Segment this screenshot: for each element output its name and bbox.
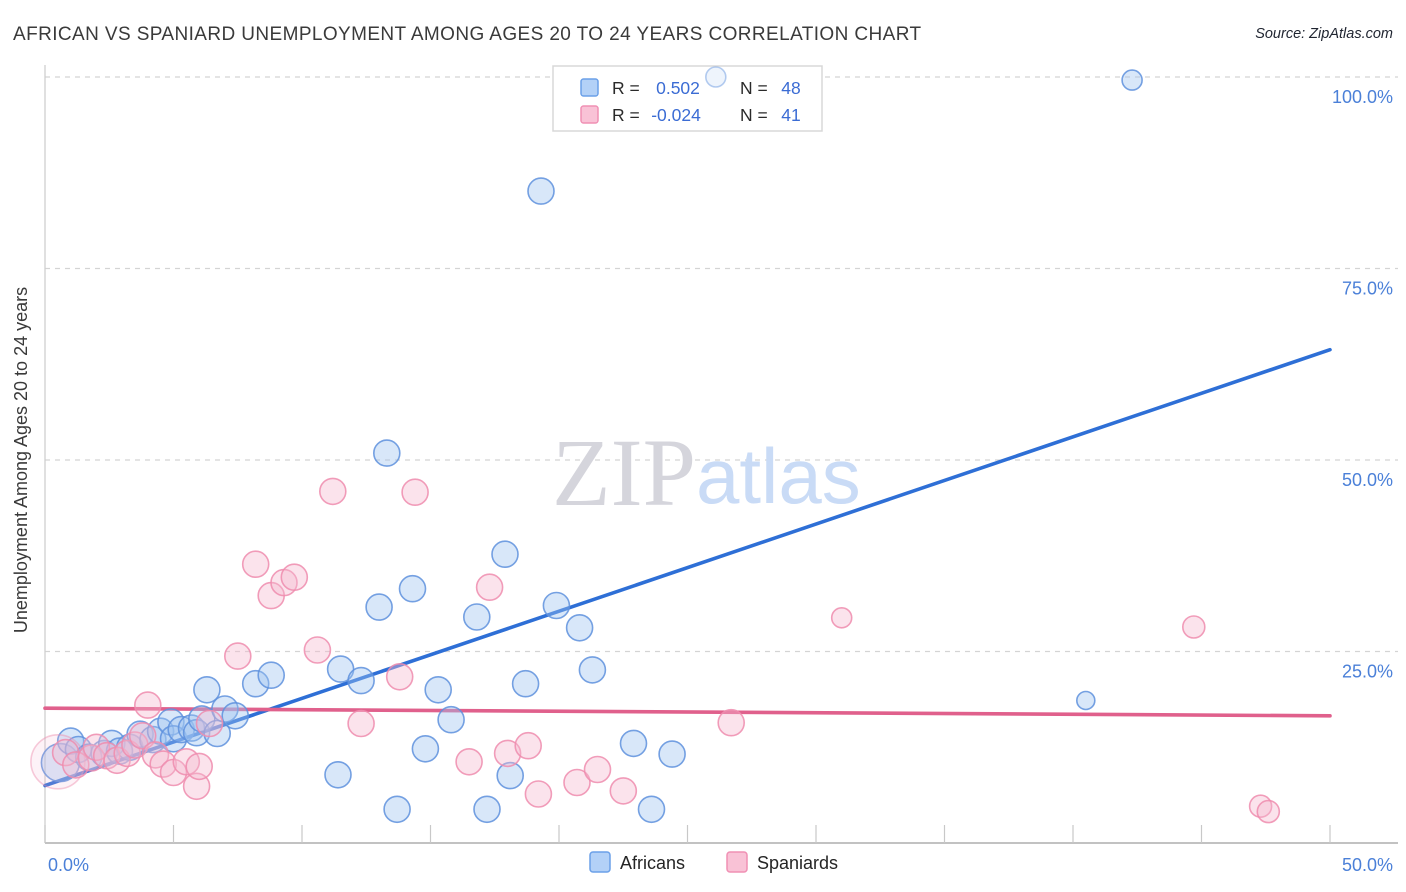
data-point-spaniards[interactable] bbox=[475, 573, 504, 602]
legend-swatch-spaniards bbox=[580, 105, 599, 124]
data-point-spaniards[interactable] bbox=[280, 563, 309, 592]
data-point-africans[interactable] bbox=[383, 795, 411, 824]
page-title: AFRICAN VS SPANIARD UNEMPLOYMENT AMONG A… bbox=[13, 24, 922, 45]
y-axis-tick-label: 100.0% bbox=[1332, 87, 1393, 107]
data-point-spaniards[interactable] bbox=[182, 772, 211, 801]
data-point-africans[interactable] bbox=[565, 613, 594, 642]
legend-swatch-africans bbox=[580, 78, 599, 97]
data-point-africans[interactable] bbox=[473, 795, 501, 824]
data-point-africans[interactable] bbox=[188, 705, 216, 733]
data-point-africans[interactable] bbox=[257, 661, 286, 690]
legend-n-value-africans: 48 bbox=[781, 78, 800, 98]
data-point-africans[interactable] bbox=[372, 439, 401, 467]
bottom-legend-label-spaniards: Spaniards bbox=[757, 853, 838, 873]
watermark-zip: ZIP bbox=[552, 419, 696, 526]
legend-r-value-spaniards: -0.024 bbox=[651, 105, 701, 125]
y-axis-tick-label: 50.0% bbox=[1342, 470, 1393, 490]
bottom-legend-label-africans: Africans bbox=[620, 853, 685, 873]
data-point-spaniards[interactable] bbox=[401, 478, 429, 507]
data-point-africans[interactable] bbox=[1076, 690, 1096, 711]
data-point-spaniards[interactable] bbox=[62, 751, 90, 779]
data-point-spaniards[interactable] bbox=[128, 721, 157, 750]
data-point-africans[interactable] bbox=[527, 177, 555, 205]
legend-box: R = 0.502 N = 48 R = -0.024 N = 41 bbox=[552, 65, 823, 132]
data-point-spaniards[interactable] bbox=[347, 709, 375, 738]
data-point-africans[interactable] bbox=[398, 574, 427, 603]
data-point-spaniards[interactable] bbox=[1256, 799, 1281, 824]
data-point-spaniards[interactable] bbox=[195, 709, 224, 738]
legend-n-value-spaniards: 41 bbox=[781, 105, 800, 125]
data-point-spaniards[interactable] bbox=[185, 752, 213, 781]
data-point-spaniards[interactable] bbox=[830, 606, 853, 629]
data-point-spaniards[interactable] bbox=[303, 636, 332, 664]
data-point-africans[interactable] bbox=[491, 540, 519, 569]
data-point-spaniards[interactable] bbox=[385, 662, 414, 691]
data-point-africans[interactable] bbox=[146, 717, 175, 746]
legend-r-label-africans: R = bbox=[612, 78, 640, 98]
trend-lines bbox=[43, 347, 1332, 788]
axis-tick-labels: 25.0% 50.0% 75.0% 100.0% bbox=[1332, 87, 1393, 682]
y-axis-title: Unemployment Among Ages 20 to 24 years bbox=[11, 287, 31, 633]
x-axis-max-label: 50.0% bbox=[1342, 855, 1393, 875]
bottom-legend-swatch-africans bbox=[589, 851, 611, 873]
data-point-africans[interactable] bbox=[347, 666, 375, 695]
data-point-africans[interactable] bbox=[177, 714, 206, 742]
legend-n-label-africans: N = bbox=[740, 78, 768, 98]
data-point-spaniards[interactable] bbox=[241, 550, 270, 579]
data-point-africans[interactable] bbox=[578, 656, 607, 684]
data-point-spaniards[interactable] bbox=[563, 768, 591, 797]
x-axis-min-label: 0.0% bbox=[48, 855, 89, 875]
data-point-spaniards[interactable] bbox=[318, 477, 347, 506]
data-point-africans[interactable] bbox=[542, 591, 571, 620]
y-axis-tick-label: 25.0% bbox=[1342, 662, 1393, 682]
data-points bbox=[30, 66, 1281, 824]
data-point-spaniards[interactable] bbox=[609, 777, 638, 805]
data-point-spaniards[interactable] bbox=[134, 691, 162, 719]
data-point-spaniards[interactable] bbox=[524, 780, 553, 808]
legend-n-label-spaniards: N = bbox=[740, 105, 768, 125]
data-point-africans[interactable] bbox=[496, 761, 525, 790]
bottom-legend-swatch-spaniards bbox=[726, 851, 748, 873]
data-point-spaniards[interactable] bbox=[583, 755, 612, 784]
data-point-africans[interactable] bbox=[221, 701, 249, 730]
data-point-spaniards[interactable] bbox=[455, 747, 483, 776]
data-point-africans[interactable] bbox=[365, 593, 393, 621]
data-point-africans[interactable] bbox=[511, 669, 540, 698]
watermark-atlas: atlas bbox=[696, 432, 861, 520]
data-point-spaniards[interactable] bbox=[717, 708, 746, 737]
data-point-spaniards[interactable] bbox=[113, 739, 141, 768]
data-point-spaniards[interactable] bbox=[1182, 615, 1206, 639]
bottom-legend: Africans Spaniards bbox=[589, 851, 838, 873]
data-point-spaniards[interactable] bbox=[514, 731, 543, 760]
watermark: ZIPatlas bbox=[552, 419, 861, 526]
legend-r-value-africans: 0.502 bbox=[656, 78, 700, 98]
data-point-africans[interactable] bbox=[324, 760, 352, 789]
data-point-africans[interactable] bbox=[637, 795, 666, 824]
y-axis-tick-label: 75.0% bbox=[1342, 279, 1393, 299]
source-attribution: Source: ZipAtlas.com bbox=[1255, 26, 1393, 42]
legend-r-label-spaniards: R = bbox=[612, 105, 640, 125]
data-point-africans[interactable] bbox=[704, 66, 727, 88]
data-point-africans[interactable] bbox=[411, 734, 440, 763]
data-point-spaniards[interactable] bbox=[493, 739, 522, 768]
data-point-spaniards[interactable] bbox=[30, 733, 86, 790]
data-point-spaniards[interactable] bbox=[224, 642, 252, 670]
data-point-africans[interactable] bbox=[241, 669, 270, 698]
data-point-africans[interactable] bbox=[193, 675, 221, 704]
data-point-spaniards[interactable] bbox=[141, 741, 170, 769]
data-point-africans[interactable] bbox=[462, 603, 491, 631]
data-point-africans[interactable] bbox=[1121, 69, 1143, 91]
data-point-africans[interactable] bbox=[437, 705, 465, 734]
data-point-africans[interactable] bbox=[424, 675, 453, 704]
data-point-africans[interactable] bbox=[658, 740, 686, 768]
axes bbox=[44, 65, 1398, 844]
data-point-africans[interactable] bbox=[619, 729, 648, 758]
